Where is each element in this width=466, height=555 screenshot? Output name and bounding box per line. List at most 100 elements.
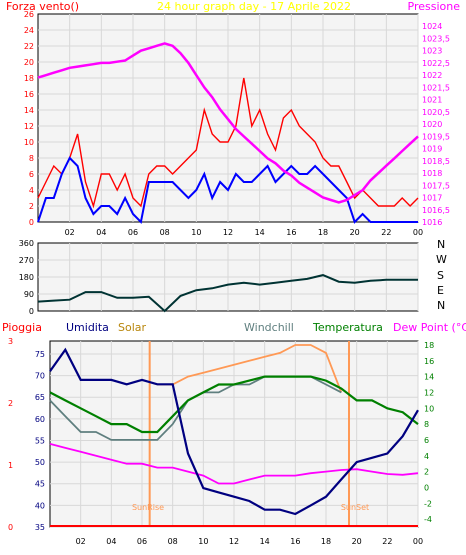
temp-tick-label: 12: [424, 388, 434, 397]
humidity-tick-label: 35: [35, 523, 45, 532]
y-tick-label: 360: [19, 239, 34, 248]
y-tick-label: 14: [24, 106, 34, 115]
compass-w: W: [436, 253, 447, 266]
wind-direction-line: [37, 274, 418, 313]
y-tick-label: 2: [29, 202, 34, 211]
x-tick-label: 02: [65, 228, 75, 237]
x-tick-label: 20: [352, 537, 362, 546]
y-tick-label: 180: [19, 273, 34, 282]
x-tick-label: 10: [191, 228, 201, 237]
wind-direction-panel: 0 90 180 270 360: [19, 239, 419, 316]
y-tick-label: 90: [24, 290, 34, 299]
y-tick-label: 8: [29, 154, 34, 163]
x-tick-label: 22: [382, 537, 392, 546]
legend-windchill: Windchill: [244, 321, 294, 334]
temp-tick-label: 2: [424, 468, 429, 477]
temp-tick-label: 10: [424, 404, 434, 413]
x-tick-label: 04: [106, 537, 116, 546]
humidity-tick-label: 45: [35, 480, 45, 489]
x-tick-label: 14: [255, 228, 265, 237]
pressure-header-label: Pressione: [408, 0, 461, 13]
y2-tick-label: 1022,5: [422, 59, 450, 68]
y-tick-label: 0: [29, 218, 34, 227]
rain-tick-label: 0: [8, 523, 13, 532]
solar-line: [157, 344, 343, 393]
humidity-tick-label: 75: [35, 350, 45, 359]
y2-tick-label: 1021,5: [422, 83, 450, 92]
pressure-line: [37, 42, 419, 204]
y-tick-label: 0: [29, 307, 34, 316]
legend-pioggia: Pioggia: [2, 321, 42, 334]
rain-tick-label: 1: [8, 461, 13, 470]
temp-tick-label: 14: [424, 373, 434, 382]
temp-tick-label: 16: [424, 357, 434, 366]
humidity-tick-label: 70: [35, 372, 45, 381]
y2-tick-label: 1021: [422, 96, 442, 105]
y-tick-label: 22: [24, 42, 34, 51]
temp-tick-label: 8: [424, 420, 429, 429]
compass-n-bottom: N: [437, 299, 445, 312]
legend-solar: Solar: [118, 321, 147, 334]
y-tick-label: 4: [29, 186, 34, 195]
sunrise-label: SunRise: [132, 503, 164, 512]
y2-tick-label: 1016,5: [422, 206, 450, 215]
x-tick-label: 12: [223, 228, 233, 237]
y2-tick-label: 1018,5: [422, 157, 450, 166]
y-tick-label: 10: [24, 138, 34, 147]
x-tick-label: 10: [198, 537, 208, 546]
legend-dewpoint: Dew Point (°C): [393, 321, 466, 334]
y-tick-label: 6: [29, 170, 34, 179]
y-tick-label: 12: [24, 122, 34, 131]
humidity-tick-label: 40: [35, 501, 45, 510]
y2-tick-label: 1022: [422, 71, 442, 80]
x-tick-label: 18: [318, 228, 328, 237]
humidity-line: [49, 347, 419, 516]
temp-tick-label: -4: [424, 515, 432, 524]
y-tick-label: 18: [24, 74, 34, 83]
legend-temperatura: Temperatura: [312, 321, 383, 334]
x-tick-label: 16: [286, 228, 296, 237]
wind-pressure-panel: 02 04 06 08 10 12 14 16 18 20 22 000246810121416182…: [24, 10, 450, 237]
x-tick-label: 22: [381, 228, 391, 237]
rain-tick-label: 2: [8, 399, 13, 408]
compass-s: S: [437, 269, 444, 282]
sunset-label: SunSet: [341, 503, 369, 512]
y2-tick-label: 1017: [422, 194, 442, 203]
humidity-tick-label: 50: [35, 458, 45, 467]
y-tick-label: 16: [24, 90, 34, 99]
wind-gust-line: [37, 77, 419, 209]
humidity-tick-label: 65: [35, 393, 45, 402]
y-tick-label: 20: [24, 58, 34, 67]
x-tick-label: 04: [96, 228, 106, 237]
temp-tick-label: 0: [424, 483, 429, 492]
temp-tick-label: 4: [424, 452, 429, 461]
y2-tick-label: 1023: [422, 47, 442, 56]
x-tick-label: 06: [128, 228, 138, 237]
y2-tick-label: 1018: [422, 169, 442, 178]
x-tick-label: 06: [137, 537, 147, 546]
x-tick-label: 20: [350, 228, 360, 237]
compass-n-top: N: [437, 238, 445, 251]
y2-tick-label: 1019,5: [422, 132, 450, 141]
dewpoint-line: [49, 443, 419, 485]
x-tick-label: 18: [321, 537, 331, 546]
y2-tick-label: 1020,5: [422, 108, 450, 117]
y-tick-label: 270: [19, 256, 34, 265]
y2-tick-label: 1023,5: [422, 34, 450, 43]
x-tick-label: 00: [413, 537, 423, 546]
wind-header-label: Forza vento(): [6, 0, 79, 13]
x-tick-label: 08: [168, 537, 178, 546]
x-tick-label: 00: [413, 228, 423, 237]
x-tick-label: 12: [229, 537, 239, 546]
x-tick-label: 14: [260, 537, 270, 546]
humidity-tick-label: 60: [35, 415, 45, 424]
temp-tick-label: 6: [424, 436, 429, 445]
y-tick-label: 26: [24, 10, 34, 19]
compass-e: E: [437, 284, 444, 297]
chart-title: 24 hour graph day - 17 Aprile 2022: [157, 0, 351, 13]
temperature-line: [49, 375, 419, 434]
wind-average-line: [37, 156, 418, 225]
temp-tick-label: 18: [424, 341, 434, 350]
